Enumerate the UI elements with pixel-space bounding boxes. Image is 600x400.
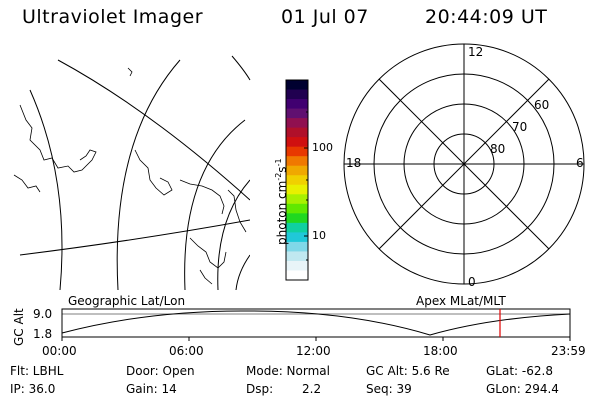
altitude-axis-label: GC Alt [12,308,26,346]
map-graticule-arc [184,119,246,290]
lat-label-70: 70 [512,120,528,134]
altitude-x-tick-label: 00:00 [42,344,77,358]
status-filter: Flt: LBHL [10,364,64,378]
status-gain: Gain: 14 [126,382,177,396]
app-title: Ultraviolet Imager [22,6,204,28]
status-ip: IP: 36.0 [10,382,56,396]
coastline [134,149,173,196]
status-door: Door: Open [126,364,195,378]
mlt-label-18: 18 [346,156,362,170]
colorbar-segment [286,251,308,262]
colorbar-segment [286,260,308,272]
altitude-x-tick-label: 06:00 [169,344,204,358]
colorbar-segment [286,194,308,205]
colorbar-tick-label-100: 100 [312,141,333,154]
coastline [13,174,41,193]
map-graticule-arc [235,254,250,290]
status-dsp-label: Dsp: [246,382,274,396]
altitude-x-tick-label: 12:00 [296,344,331,358]
lat-label-60: 60 [534,98,550,112]
status-glon: GLon: 294.4 [486,382,559,396]
altitude-x-tick-label: 23:59 [551,344,586,358]
colorbar-segment [286,156,308,167]
colorbar [286,80,308,281]
colorbar-segment [286,118,308,129]
colorbar-segment [286,89,308,100]
altitude-y-min: 1.8 [33,327,53,341]
colorbar-unit-label: photon cm-2s-1 [274,158,289,245]
geographic-map [13,59,250,290]
colorbar-segment [286,270,308,281]
altitude-y-max: 9.0 [33,307,53,321]
altitude-plot-frame [61,308,571,338]
geo-map-label: Geographic Lat/Lon [68,294,186,308]
date-label: 01 Jul 07 [281,6,369,28]
colorbar-segment [286,175,308,186]
coastline [227,189,247,233]
status-dsp-value: 2.2 [302,382,322,396]
colorbar-segment [286,222,308,233]
colorbar-segment [286,241,308,253]
colorbar-segment [286,232,308,243]
altitude-x-ticks [61,337,571,341]
polar-diagonal [378,78,550,250]
colorbar-segment [286,203,308,214]
colorbar-segment [286,146,308,157]
status-mode: Mode: Normal [246,364,330,378]
colorbar-segment [286,99,308,110]
time-label: 20:44:09 UT [425,6,548,28]
polar-plot [343,43,585,285]
colorbar-tick-label-10: 10 [312,229,326,242]
map-graticule-arc [217,179,250,290]
map-graticule-arc [116,59,181,290]
status-seq: Seq: 39 [366,382,412,396]
colorbar-segment [286,184,308,195]
mlt-label-0: 0 [468,275,476,289]
status-gc-alt: GC Alt: 5.6 Re [366,364,450,378]
mlt-label-12: 12 [468,45,484,59]
altitude-x-tick-label: 18:00 [423,344,458,358]
coastline [127,67,133,77]
status-glat: GLat: -62.8 [486,364,553,378]
altitude-curve [61,310,571,336]
map-boundary [231,55,251,81]
coastline [189,237,227,269]
coastline [179,179,225,215]
colorbar-segment [286,213,308,224]
map-graticule-arc [57,59,250,201]
lat-label-80: 80 [490,142,506,156]
map-graticule-arc [19,219,250,256]
coastline [19,104,97,173]
colorbar-segment [286,127,308,138]
map-graticule-arc [29,89,63,290]
colorbar-segment [286,165,308,176]
colorbar-segment [286,137,308,148]
colorbar-segment [286,108,308,119]
coastline [199,269,213,285]
polar-map-label: Apex MLat/MLT [416,294,506,308]
mlt-label-6: 6 [576,156,584,170]
colorbar-segment [286,80,308,91]
